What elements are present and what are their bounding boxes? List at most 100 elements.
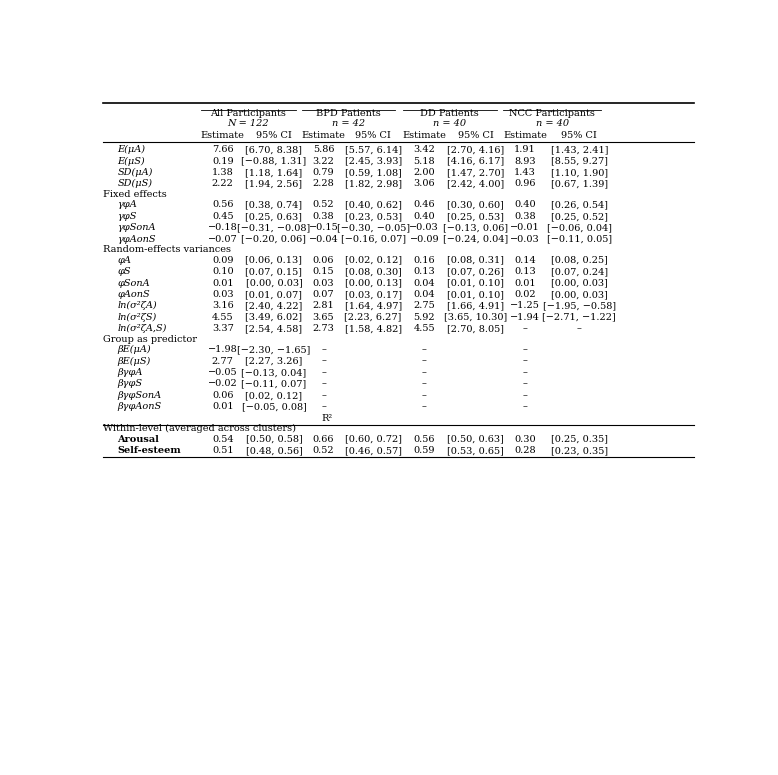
Text: [1.64, 4.97]: [1.64, 4.97] bbox=[345, 301, 401, 310]
Text: 0.06: 0.06 bbox=[212, 391, 233, 400]
Text: [−0.20, 0.06]: [−0.20, 0.06] bbox=[241, 235, 307, 243]
Text: 95% CI: 95% CI bbox=[562, 131, 598, 140]
Text: 95% CI: 95% CI bbox=[356, 131, 391, 140]
Text: –: – bbox=[321, 345, 326, 354]
Text: –: – bbox=[321, 356, 326, 366]
Text: –: – bbox=[321, 368, 326, 377]
Text: –: – bbox=[523, 391, 527, 400]
Text: Fixed effects: Fixed effects bbox=[103, 190, 167, 199]
Text: [0.23, 0.35]: [0.23, 0.35] bbox=[551, 446, 608, 455]
Text: [0.25, 0.35]: [0.25, 0.35] bbox=[551, 435, 608, 443]
Text: 0.52: 0.52 bbox=[313, 201, 335, 209]
Text: [0.00, 0.13]: [0.00, 0.13] bbox=[345, 278, 401, 288]
Text: 2.77: 2.77 bbox=[212, 356, 233, 366]
Text: 0.15: 0.15 bbox=[313, 267, 335, 276]
Text: βE(μA): βE(μA) bbox=[117, 345, 151, 354]
Text: 3.42: 3.42 bbox=[413, 145, 435, 154]
Text: –: – bbox=[523, 402, 527, 412]
Text: –: – bbox=[523, 368, 527, 377]
Text: βE(μS): βE(μS) bbox=[117, 356, 151, 366]
Text: –: – bbox=[523, 356, 527, 366]
Text: [0.38, 0.74]: [0.38, 0.74] bbox=[245, 201, 303, 209]
Text: 7.66: 7.66 bbox=[212, 145, 233, 154]
Text: [2.70, 4.16]: [2.70, 4.16] bbox=[447, 145, 504, 154]
Text: 5.86: 5.86 bbox=[313, 145, 335, 154]
Text: [0.25, 0.63]: [0.25, 0.63] bbox=[245, 212, 303, 221]
Text: SD(μA): SD(μA) bbox=[117, 168, 152, 177]
Text: [1.94, 2.56]: [1.94, 2.56] bbox=[245, 179, 303, 188]
Text: [0.46, 0.57]: [0.46, 0.57] bbox=[345, 446, 401, 455]
Text: E(μA): E(μA) bbox=[117, 145, 145, 154]
Text: Group as predictor: Group as predictor bbox=[103, 335, 198, 344]
Text: [−0.16, 0.07]: [−0.16, 0.07] bbox=[341, 235, 405, 243]
Text: 0.03: 0.03 bbox=[313, 278, 335, 288]
Text: φSonA: φSonA bbox=[117, 278, 150, 288]
Text: [0.59, 1.08]: [0.59, 1.08] bbox=[345, 168, 401, 177]
Text: 0.03: 0.03 bbox=[212, 290, 233, 299]
Text: [2.70, 8.05]: [2.70, 8.05] bbox=[447, 324, 504, 333]
Text: NCC Participants: NCC Participants bbox=[510, 109, 595, 118]
Text: 0.52: 0.52 bbox=[313, 446, 335, 455]
Text: [0.01, 0.10]: [0.01, 0.10] bbox=[447, 278, 504, 288]
Text: R²: R² bbox=[322, 414, 333, 422]
Text: βγφSonA: βγφSonA bbox=[117, 391, 162, 400]
Text: [2.45, 3.93]: [2.45, 3.93] bbox=[345, 157, 401, 166]
Text: βγφA: βγφA bbox=[117, 368, 143, 377]
Text: 0.16: 0.16 bbox=[413, 256, 435, 265]
Text: [−0.11, 0.05]: [−0.11, 0.05] bbox=[547, 235, 612, 243]
Text: [−1.95, −0.58]: [−1.95, −0.58] bbox=[543, 301, 616, 310]
Text: 1.43: 1.43 bbox=[514, 168, 536, 177]
Text: [1.18, 1.64]: [1.18, 1.64] bbox=[245, 168, 303, 177]
Text: 95% CI: 95% CI bbox=[256, 131, 292, 140]
Text: −0.03: −0.03 bbox=[409, 223, 439, 232]
Text: 2.75: 2.75 bbox=[413, 301, 435, 310]
Text: 1.38: 1.38 bbox=[212, 168, 233, 177]
Text: 0.14: 0.14 bbox=[514, 256, 536, 265]
Text: E(μS): E(μS) bbox=[117, 157, 145, 166]
Text: Self-esteem: Self-esteem bbox=[117, 446, 181, 455]
Text: [0.67, 1.39]: [0.67, 1.39] bbox=[551, 179, 608, 188]
Text: [0.08, 0.25]: [0.08, 0.25] bbox=[551, 256, 608, 265]
Text: −0.04: −0.04 bbox=[309, 235, 338, 243]
Text: [−0.88, 1.31]: [−0.88, 1.31] bbox=[241, 157, 307, 166]
Text: 3.65: 3.65 bbox=[313, 312, 335, 322]
Text: 0.19: 0.19 bbox=[212, 157, 233, 166]
Text: [0.50, 0.63]: [0.50, 0.63] bbox=[447, 435, 504, 443]
Text: −1.98: −1.98 bbox=[208, 345, 237, 354]
Text: 0.66: 0.66 bbox=[313, 435, 335, 443]
Text: [0.25, 0.52]: [0.25, 0.52] bbox=[551, 212, 608, 221]
Text: –: – bbox=[321, 380, 326, 388]
Text: [−0.30, −0.05]: [−0.30, −0.05] bbox=[337, 223, 410, 232]
Text: 4.55: 4.55 bbox=[212, 312, 233, 322]
Text: 0.01: 0.01 bbox=[514, 278, 536, 288]
Text: 3.16: 3.16 bbox=[212, 301, 233, 310]
Text: [4.16, 6.17]: [4.16, 6.17] bbox=[447, 157, 504, 166]
Text: γφSonA: γφSonA bbox=[117, 223, 156, 232]
Text: 5.18: 5.18 bbox=[413, 157, 435, 166]
Text: −1.94: −1.94 bbox=[510, 312, 540, 322]
Text: [0.08, 0.30]: [0.08, 0.30] bbox=[345, 267, 401, 276]
Text: Estimate: Estimate bbox=[402, 131, 447, 140]
Text: [−0.31, −0.08]: [−0.31, −0.08] bbox=[237, 223, 310, 232]
Text: 0.10: 0.10 bbox=[212, 267, 233, 276]
Text: 2.81: 2.81 bbox=[313, 301, 335, 310]
Text: [−0.13, 0.04]: [−0.13, 0.04] bbox=[241, 368, 307, 377]
Text: 0.38: 0.38 bbox=[313, 212, 335, 221]
Text: All Participants: All Participants bbox=[210, 109, 286, 118]
Text: 2.73: 2.73 bbox=[313, 324, 335, 333]
Text: –: – bbox=[422, 368, 427, 377]
Text: [0.53, 0.65]: [0.53, 0.65] bbox=[447, 446, 504, 455]
Text: 0.13: 0.13 bbox=[514, 267, 536, 276]
Text: n = 40: n = 40 bbox=[433, 119, 467, 128]
Text: [−0.24, 0.04]: [−0.24, 0.04] bbox=[443, 235, 508, 243]
Text: [0.02, 0.12]: [0.02, 0.12] bbox=[345, 256, 401, 265]
Text: [0.30, 0.60]: [0.30, 0.60] bbox=[447, 201, 504, 209]
Text: 2.22: 2.22 bbox=[212, 179, 233, 188]
Text: 0.54: 0.54 bbox=[212, 435, 233, 443]
Text: 2.28: 2.28 bbox=[313, 179, 335, 188]
Text: 0.38: 0.38 bbox=[514, 212, 536, 221]
Text: [1.10, 1.90]: [1.10, 1.90] bbox=[551, 168, 608, 177]
Text: –: – bbox=[576, 324, 582, 333]
Text: 0.79: 0.79 bbox=[313, 168, 335, 177]
Text: [0.23, 0.53]: [0.23, 0.53] bbox=[345, 212, 401, 221]
